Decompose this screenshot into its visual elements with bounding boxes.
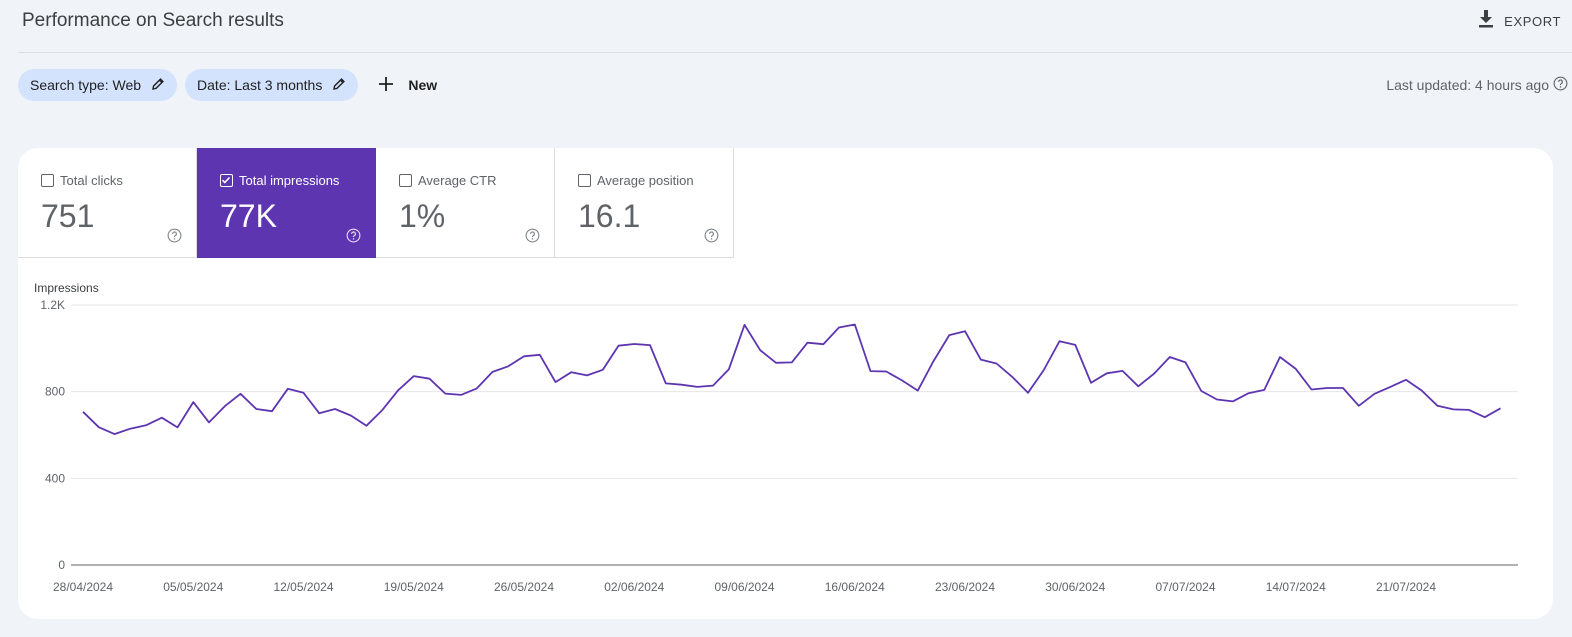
metric-value: 751 [41, 198, 95, 234]
y-tick-label: 400 [45, 471, 65, 485]
metric-value: 1% [399, 198, 446, 234]
help-icon[interactable] [167, 228, 182, 248]
metric-label: Average CTR [418, 173, 497, 188]
metric-label: Total clicks [60, 173, 123, 188]
x-tick-label: 23/06/2024 [935, 580, 995, 594]
checkbox-unchecked-icon[interactable] [399, 174, 412, 187]
metric-label: Average position [597, 173, 694, 188]
y-axis-ticks: 0 400 800 1.2K [40, 298, 65, 572]
x-tick-label: 07/07/2024 [1155, 580, 1215, 594]
performance-card: Total clicks 751 Total impressions 77K A… [18, 148, 1553, 619]
x-tick-label: 02/06/2024 [604, 580, 664, 594]
x-tick-label: 09/06/2024 [714, 580, 774, 594]
date-filter-chip[interactable]: Date: Last 3 months [185, 69, 359, 101]
metric-tabs: Total clicks 751 Total impressions 77K A… [18, 148, 734, 258]
y-tick-label: 800 [45, 385, 65, 399]
download-icon [1479, 10, 1494, 33]
last-updated-text: Last updated: 4 hours ago [1386, 77, 1549, 93]
checkbox-unchecked-icon[interactable] [41, 174, 54, 187]
plus-icon [378, 76, 394, 95]
help-icon[interactable] [525, 228, 540, 248]
chip-label: Search type: Web [30, 77, 142, 93]
last-updated: Last updated: 4 hours ago [1386, 76, 1568, 94]
x-tick-label: 21/07/2024 [1376, 580, 1436, 594]
y-axis-label: Impressions [34, 281, 99, 295]
header-divider [18, 52, 1572, 53]
search-type-filter-chip[interactable]: Search type: Web [18, 69, 178, 101]
filter-bar: Search type: Web Date: Last 3 months New [18, 69, 437, 101]
x-tick-label: 05/05/2024 [163, 580, 223, 594]
x-axis-ticks: 28/04/2024 05/05/2024 12/05/2024 19/05/2024… [53, 580, 1436, 594]
checkbox-unchecked-icon[interactable] [578, 174, 591, 187]
y-tick-label: 1.2K [40, 298, 65, 312]
page-title: Performance on Search results [22, 10, 284, 31]
metric-average-position[interactable]: Average position 16.1 [555, 148, 734, 258]
metric-total-clicks[interactable]: Total clicks 751 [18, 148, 197, 258]
metric-total-impressions[interactable]: Total impressions 77K [197, 148, 376, 258]
edit-icon [151, 77, 165, 94]
help-icon[interactable] [1553, 76, 1568, 94]
chart-grid [71, 304, 1518, 566]
metric-value: 77K [220, 198, 277, 234]
new-label: New [408, 77, 438, 93]
y-tick-label: 0 [58, 558, 65, 572]
x-tick-label: 26/05/2024 [494, 580, 554, 594]
x-tick-label: 14/07/2024 [1266, 580, 1326, 594]
impressions-series-line [82, 323, 1501, 435]
x-tick-label: 12/05/2024 [273, 580, 333, 594]
export-button[interactable]: EXPORT [1479, 10, 1561, 33]
metric-value: 16.1 [578, 198, 641, 234]
edit-icon [332, 77, 346, 94]
help-icon[interactable] [704, 228, 719, 248]
checkbox-checked-icon[interactable] [220, 174, 233, 187]
new-filter-button[interactable]: New [378, 76, 437, 95]
x-tick-label: 19/05/2024 [384, 580, 444, 594]
chip-label: Date: Last 3 months [197, 77, 323, 93]
export-label: EXPORT [1504, 14, 1561, 29]
impressions-chart: Impressions 0 400 800 1.2K 28/04/2024 05/05/… [34, 281, 1518, 594]
page-header: Performance on Search results EXPORT [0, 0, 1572, 52]
x-tick-label: 16/06/2024 [825, 580, 885, 594]
metric-average-ctr[interactable]: Average CTR 1% [376, 148, 555, 258]
x-tick-label: 30/06/2024 [1045, 580, 1105, 594]
x-tick-label: 28/04/2024 [53, 580, 113, 594]
metric-label: Total impressions [239, 173, 340, 188]
help-icon[interactable] [346, 228, 361, 248]
